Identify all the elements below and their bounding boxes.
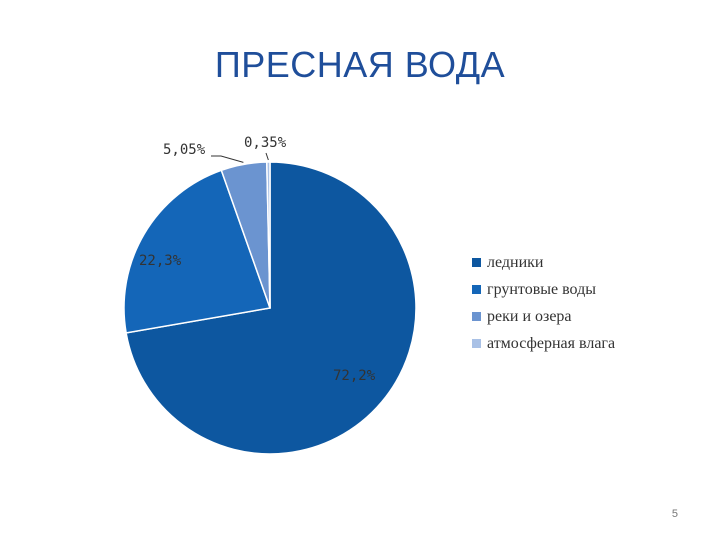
legend-swatch-2 bbox=[472, 285, 481, 294]
data-label-2: 22,3% bbox=[139, 253, 182, 269]
legend-swatch-3 bbox=[472, 312, 481, 321]
legend-swatch-4 bbox=[472, 339, 481, 348]
legend-label-2: грунтовые воды bbox=[487, 281, 596, 298]
legend-label-3: реки и озера bbox=[487, 308, 572, 325]
legend-swatch-1 bbox=[472, 258, 481, 267]
pie-slice-4 bbox=[266, 161, 271, 309]
legend-label-1: ледники bbox=[487, 254, 544, 271]
data-label-3: 5,05% bbox=[163, 142, 206, 158]
legend-label-4: атмосферная влага bbox=[487, 335, 615, 352]
pie-slice-2 bbox=[123, 169, 272, 334]
leader-line-4 bbox=[265, 152, 269, 161]
data-label-1: 72,2% bbox=[333, 368, 376, 384]
leader-line-3 bbox=[211, 155, 244, 163]
data-label-4: 0,35% bbox=[244, 135, 287, 151]
page-number: 5 bbox=[671, 508, 678, 520]
pie-slice-1 bbox=[125, 161, 417, 455]
slide-title: ПРЕСНАЯ ВОДА bbox=[214, 44, 506, 85]
